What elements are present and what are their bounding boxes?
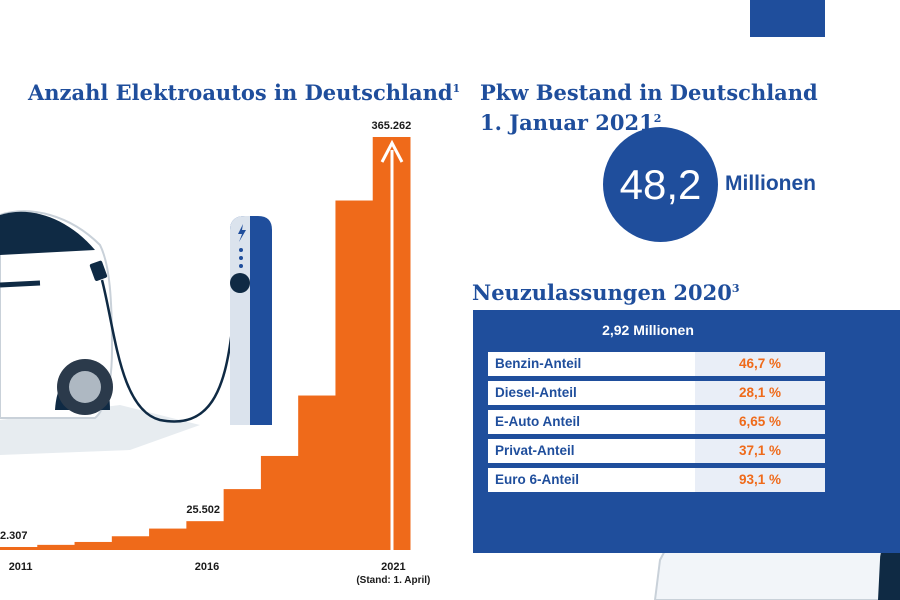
table-row: Benzin-Anteil 46,7 % bbox=[488, 352, 825, 376]
lightning-icon bbox=[238, 224, 246, 242]
logo-icon bbox=[750, 0, 825, 37]
car-sideline bbox=[0, 280, 41, 288]
row-label: E-Auto Anteil bbox=[495, 414, 580, 429]
row-label: Privat-Anteil bbox=[495, 443, 575, 458]
car-window bbox=[0, 211, 95, 255]
row-value: 6,65 % bbox=[695, 410, 825, 434]
bar-2015 bbox=[149, 528, 187, 550]
x-tick-labels-group: 2011 2016 2021 (Stand: 1. April) bbox=[9, 561, 431, 586]
pkw-title: Pkw Bestand in Deutschland 1. Januar 202… bbox=[480, 80, 818, 136]
bar-2013 bbox=[74, 541, 113, 550]
bar-2014 bbox=[111, 536, 150, 550]
row-value: 37,1 % bbox=[695, 439, 825, 463]
charging-cable bbox=[100, 279, 244, 423]
bar-2020 bbox=[335, 200, 374, 550]
neuzulassungen-title: Neuzulassungen 20203 bbox=[472, 280, 740, 305]
bar-2016 bbox=[186, 521, 225, 550]
x-tick-2011: 2011 bbox=[9, 561, 33, 573]
bar-2011 bbox=[0, 547, 38, 550]
row-value: 46,7 % bbox=[695, 352, 825, 376]
row-label: Diesel-Anteil bbox=[495, 385, 577, 400]
row-value: 28,1 % bbox=[695, 381, 825, 405]
row-label: Euro 6-Anteil bbox=[495, 472, 580, 487]
data-labels-group: 2.307 25.502 365.262 bbox=[0, 120, 411, 542]
data-label-2016: 25.502 bbox=[186, 504, 220, 516]
charging-plug bbox=[89, 260, 108, 281]
neuzulassungen-panel: 2,92 Millionen Benzin-Anteil 46,7 % Dies… bbox=[473, 310, 900, 553]
up-arrow-icon bbox=[380, 139, 404, 550]
data-label-2011: 2.307 bbox=[0, 530, 28, 542]
bar-2019 bbox=[298, 395, 336, 550]
x-tick-2021: 2021 bbox=[381, 561, 405, 573]
bar-2012 bbox=[37, 544, 76, 550]
table-row: Euro 6-Anteil 93,1 % bbox=[488, 468, 825, 492]
x-tick-2016: 2016 bbox=[195, 561, 219, 573]
table-row: E-Auto Anteil 6,65 % bbox=[488, 410, 825, 434]
bar-2017 bbox=[223, 489, 262, 550]
plug-socket bbox=[230, 273, 250, 293]
charging-station-face bbox=[230, 216, 250, 425]
pkw-unit: Millionen bbox=[725, 172, 816, 195]
x-tick-note: (Stand: 1. April) bbox=[356, 575, 430, 586]
data-label-2021: 365.262 bbox=[371, 120, 411, 132]
table-row: Privat-Anteil 37,1 % bbox=[488, 439, 825, 463]
pkw-value: 48,2 bbox=[619, 160, 702, 208]
neuzulassungen-total: 2,92 Millionen bbox=[602, 322, 694, 338]
table-row: Diesel-Anteil 28,1 % bbox=[488, 381, 825, 405]
title-footnote: 1 bbox=[452, 82, 461, 95]
bar-2018 bbox=[260, 455, 299, 550]
row-value: 93,1 % bbox=[695, 468, 825, 492]
car-hub bbox=[69, 371, 101, 403]
chart-title: Anzahl Elektroautos in Deutschland1 bbox=[28, 80, 461, 105]
pkw-title-line2: 1. Januar 20212 bbox=[480, 110, 662, 135]
pkw-value-circle: 48,2 bbox=[603, 127, 718, 242]
row-label: Benzin-Anteil bbox=[495, 356, 582, 371]
pkw-title-line1: Pkw Bestand in Deutschland bbox=[480, 80, 818, 105]
